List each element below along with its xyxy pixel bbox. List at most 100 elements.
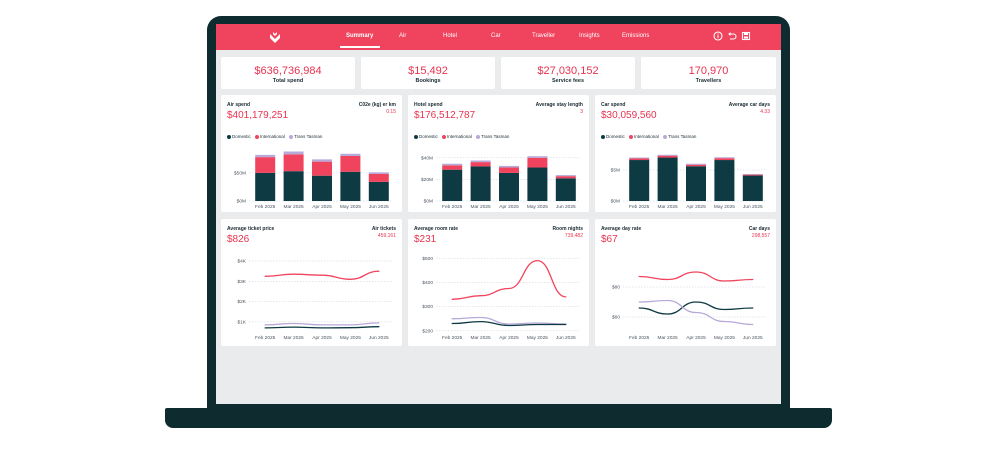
y-tick-label: $0M bbox=[237, 199, 246, 205]
bar-domestic-mar-2025 bbox=[470, 166, 491, 201]
tab-traveller[interactable]: Traveller bbox=[532, 33, 556, 39]
tab-summary[interactable]: Summary bbox=[346, 33, 374, 39]
x-tick-label: Feb 2025 bbox=[255, 204, 276, 210]
info-icon[interactable] bbox=[713, 31, 723, 41]
bar-international-may-2025 bbox=[714, 158, 735, 161]
y-tick-label: $0M bbox=[611, 199, 620, 205]
bar-trans-tasman-apr-2025 bbox=[686, 163, 706, 165]
card-title: Average ticket price bbox=[227, 226, 275, 232]
x-tick-label: Apr 2025 bbox=[686, 204, 706, 210]
save-icon[interactable] bbox=[741, 31, 751, 41]
card-side-label: Car days bbox=[748, 226, 770, 232]
hotel-spend-card: Hotel spend $176,512,787 Average stay le… bbox=[408, 95, 589, 212]
legend-label-trans-tasman: Trans Tasman bbox=[668, 134, 697, 140]
average-ticket-price-card: Average ticket price $826 Air tickets 45… bbox=[221, 219, 402, 346]
kpi-card-travellers: 170,970 Travellers bbox=[641, 57, 776, 89]
card-title: Car spend bbox=[601, 102, 626, 108]
bar-trans-tasman-may-2025 bbox=[340, 153, 361, 156]
y-tick-label: $400 bbox=[422, 280, 433, 286]
legend-swatch-trans-tasman bbox=[476, 134, 481, 139]
air-spend-card: Air spend $401,179,251 C02e (kg) er km 0… bbox=[221, 95, 402, 212]
card-side-label: Average stay length bbox=[535, 102, 583, 108]
legend-swatch-domestic bbox=[227, 134, 231, 139]
x-tick-label: May 2025 bbox=[714, 204, 735, 210]
series-line-international bbox=[264, 270, 380, 280]
legend-swatch-international bbox=[442, 134, 447, 139]
legend-swatch-international bbox=[255, 134, 260, 139]
bar-domestic-mar-2025 bbox=[283, 171, 304, 201]
tab-insights[interactable]: Insights bbox=[579, 33, 600, 39]
kpi-card-bookings: $15,492 Bookings bbox=[361, 57, 495, 89]
kpi-value: $636,736,984 bbox=[254, 65, 322, 77]
bar-international-mar-2025 bbox=[657, 155, 678, 158]
average-day-rate-chart: $60 $80 Feb 2025 Mar 2025 Apr 2025 May 2025 Ju… bbox=[612, 271, 767, 341]
bar-trans-tasman-jun-2025 bbox=[555, 175, 576, 177]
bar-international-jun-2025 bbox=[555, 176, 576, 179]
x-tick-label: Feb 2025 bbox=[255, 335, 276, 341]
card-title: Air spend bbox=[227, 102, 251, 108]
x-tick-label: Mar 2025 bbox=[470, 335, 491, 341]
tab-air[interactable]: Air bbox=[399, 33, 407, 39]
legend-swatch-trans-tasman bbox=[663, 134, 668, 139]
card-value: $67 bbox=[601, 234, 618, 245]
x-tick-label: Jun 2025 bbox=[556, 335, 576, 341]
x-tick-label: Feb 2025 bbox=[442, 204, 463, 210]
bar-international-apr-2025 bbox=[686, 164, 706, 167]
card-side-value: 459,161 bbox=[377, 233, 396, 239]
x-tick-label: Jun 2025 bbox=[369, 204, 389, 210]
tab-emissions[interactable]: Emissions bbox=[622, 33, 650, 39]
bar-trans-tasman-feb-2025 bbox=[442, 163, 463, 166]
top-navigation-bar: Summary Air Hotel Car Traveller Insights… bbox=[216, 24, 781, 50]
average-room-rate-chart: $200 $300 $400 $500 Feb 2025 Mar 2025 Apr 2025… bbox=[422, 256, 580, 341]
bar-international-may-2025 bbox=[527, 157, 548, 168]
x-tick-label: Mar 2025 bbox=[470, 204, 491, 210]
legend-swatch-trans-tasman bbox=[289, 134, 294, 139]
x-tick-label: Apr 2025 bbox=[312, 204, 332, 210]
brand-logo-icon[interactable] bbox=[268, 30, 282, 44]
y-tick-label: $40M bbox=[421, 155, 433, 161]
tab-hotel[interactable]: Hotel bbox=[443, 33, 458, 39]
bar-domestic-may-2025 bbox=[340, 171, 361, 201]
series-line-trans-tasman bbox=[264, 322, 380, 326]
legend-swatch-domestic bbox=[601, 134, 605, 139]
kpi-value: 170,970 bbox=[688, 65, 729, 77]
average-room-rate-card: Average room rate $231 Room nights 739,4… bbox=[408, 219, 589, 346]
y-tick-label: $3K bbox=[237, 279, 246, 285]
bar-international-feb-2025 bbox=[442, 165, 463, 170]
legend-label-international: International bbox=[447, 134, 472, 140]
chart-legend: Domestic International Trans Tasman bbox=[414, 134, 512, 139]
x-tick-label: Jun 2025 bbox=[369, 335, 389, 341]
y-tick-label: $5M bbox=[611, 168, 620, 174]
bar-international-mar-2025 bbox=[470, 162, 491, 167]
bar-domestic-jun-2025 bbox=[555, 178, 576, 201]
bar-international-apr-2025 bbox=[312, 161, 332, 176]
car-spend-chart: $0M $5M Feb 2025 Mar 2025 Apr 2025 May 2025 Ju… bbox=[611, 154, 767, 210]
x-tick-label: Jun 2025 bbox=[743, 335, 763, 341]
bar-international-jun-2025 bbox=[368, 174, 389, 182]
bar-trans-tasman-apr-2025 bbox=[312, 159, 332, 162]
bar-domestic-apr-2025 bbox=[686, 166, 706, 201]
air-spend-chart: $0M $50M Feb 2025 Mar 2025 Apr 2025 May 2025 J… bbox=[234, 151, 393, 210]
card-side-value: 3 bbox=[580, 109, 583, 115]
tab-car[interactable]: Car bbox=[491, 33, 501, 39]
bar-domestic-mar-2025 bbox=[657, 157, 678, 201]
bar-trans-tasman-jun-2025 bbox=[368, 172, 389, 174]
series-line-domestic bbox=[264, 326, 380, 329]
x-tick-label: Mar 2025 bbox=[657, 335, 678, 341]
y-tick-label: $4K bbox=[237, 259, 246, 265]
series-line-domestic bbox=[451, 320, 567, 327]
card-value: $30,059,560 bbox=[601, 110, 657, 121]
x-tick-label: Apr 2025 bbox=[312, 335, 332, 341]
y-tick-label: $1K bbox=[237, 319, 246, 325]
bar-domestic-jun-2025 bbox=[742, 175, 763, 201]
card-value: $826 bbox=[227, 234, 250, 245]
y-tick-label: $300 bbox=[422, 304, 433, 310]
undo-icon[interactable] bbox=[727, 31, 737, 41]
bar-domestic-apr-2025 bbox=[312, 175, 332, 201]
kpi-card-service-fees: $27,030,152 Service fees bbox=[501, 57, 635, 89]
series-line-domestic bbox=[638, 301, 754, 315]
active-tab-indicator bbox=[340, 46, 380, 48]
x-tick-label: Mar 2025 bbox=[283, 204, 304, 210]
x-tick-label: Feb 2025 bbox=[442, 335, 463, 341]
hotel-spend-chart: $0M $20M $40M Feb 2025 Mar 2025 Apr 2025 May 2… bbox=[421, 155, 580, 210]
